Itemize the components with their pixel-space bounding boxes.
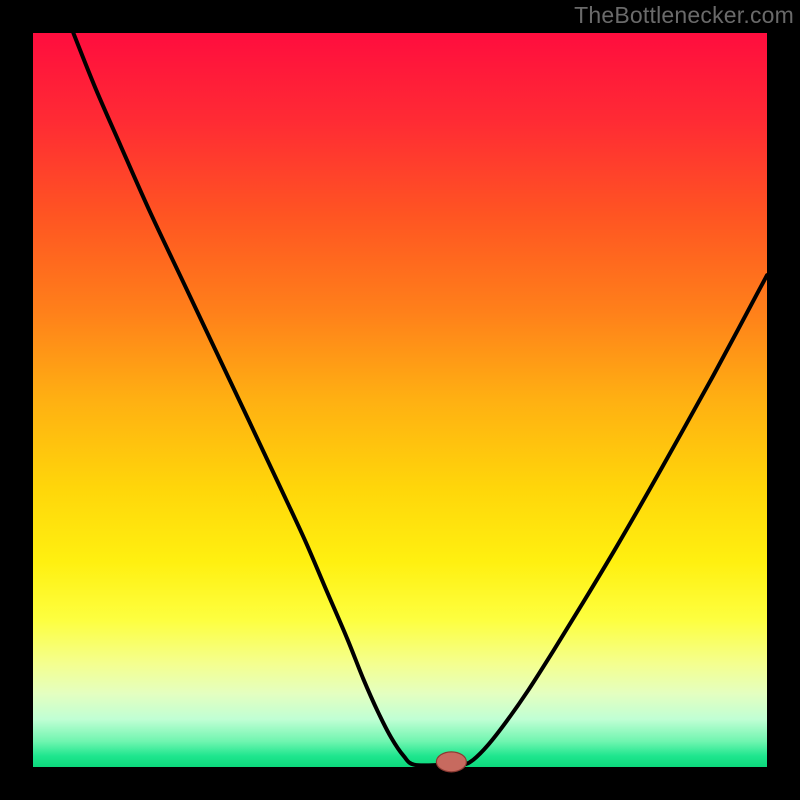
- optimum-marker: [436, 752, 466, 772]
- bottleneck-chart: [0, 0, 800, 800]
- plot-gradient-background: [33, 33, 767, 767]
- watermark-text: TheBottlenecker.com: [574, 2, 794, 29]
